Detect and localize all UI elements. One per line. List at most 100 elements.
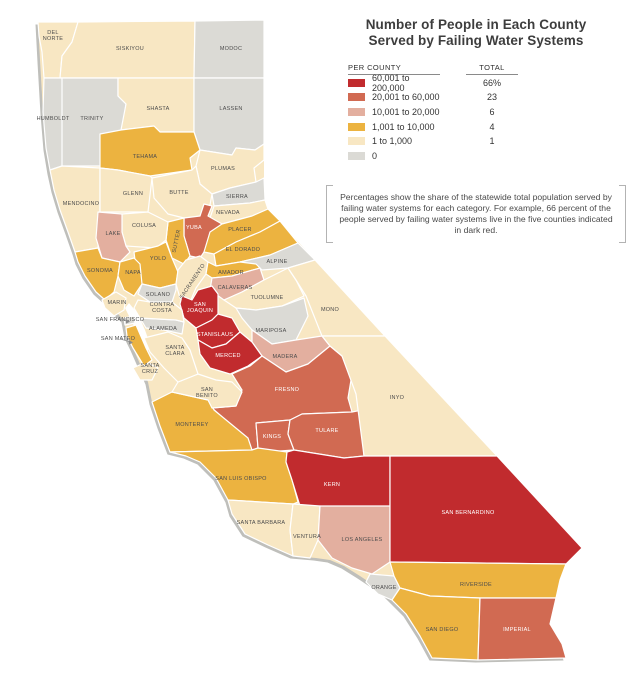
county-label-san-joaquin: SAN JOAQUIN xyxy=(187,302,213,314)
county-label-lake: LAKE xyxy=(105,231,120,237)
county-label-ventura: VENTURA xyxy=(293,534,321,540)
county-label-san-luis-obispo: SAN LUIS OBISPO xyxy=(215,476,267,482)
county-shasta xyxy=(117,77,195,133)
legend-range: 1 to 1,000 xyxy=(372,136,413,147)
note-text: Percentages show the share of the statew… xyxy=(339,192,613,235)
county-santa-clara xyxy=(143,331,199,383)
legend-swatch xyxy=(348,93,365,102)
county-label-amador: AMADOR xyxy=(218,270,244,276)
county-san-bernardino xyxy=(389,455,583,565)
county-label-sierra: SIERRA xyxy=(226,194,248,200)
county-inyo xyxy=(321,335,498,457)
county-label-kings: KINGS xyxy=(263,434,281,440)
label-pointer-arrowhead xyxy=(126,319,130,324)
county-label-madera: MADERA xyxy=(272,354,297,360)
county-label-merced: MERCED xyxy=(215,353,240,359)
county-sonoma xyxy=(74,247,121,301)
county-label-imperial: IMPERIAL xyxy=(503,627,531,633)
county-label-siskiyou: SISKIYOU xyxy=(116,46,144,52)
county-label-trinity: TRINITY xyxy=(80,116,103,122)
county-label-los-angeles: LOS ANGELES xyxy=(342,537,383,543)
county-label-san-francisco: SAN FRANCISCO xyxy=(96,317,145,323)
county-label-santa-barbara: SANTA BARBARA xyxy=(237,520,286,526)
county-label-el-dorado: EL DORADO xyxy=(226,247,261,253)
county-label-alpine: ALPINE xyxy=(266,259,287,265)
county-label-mariposa: MARIPOSA xyxy=(255,328,286,334)
county-label-calaveras: CALAVERAS xyxy=(218,285,253,291)
chart-title: Number of People in Each County Served b… xyxy=(328,17,624,48)
county-label-sonoma: SONOMA xyxy=(87,268,113,274)
chart-title-line2: Served by Failing Water Systems xyxy=(368,32,584,48)
county-label-butte: BUTTE xyxy=(169,190,188,196)
county-label-fresno: FRESNO xyxy=(275,387,300,393)
legend-total: 23 xyxy=(486,92,497,103)
legend-total: 4 xyxy=(489,121,495,132)
county-label-santa-clara: SANTA CLARA xyxy=(165,345,185,357)
county-label-napa: NAPA xyxy=(125,270,141,276)
county-glenn xyxy=(99,167,153,213)
county-label-plumas: PLUMAS xyxy=(211,166,235,172)
county-label-nevada: NEVADA xyxy=(216,210,240,216)
legend-range: 20,001 to 60,000 xyxy=(372,92,440,103)
legend-header-per-county: PER COUNTY xyxy=(348,63,440,75)
legend-range: 60,001 to 200,000 xyxy=(372,72,410,93)
legend-swatch xyxy=(348,78,365,87)
county-san-luis-obispo xyxy=(169,447,299,505)
county-lassen xyxy=(193,77,265,156)
county-label-marin: MARIN xyxy=(108,300,127,306)
note-box: Percentages show the share of the statew… xyxy=(326,185,626,243)
county-tehama xyxy=(99,125,201,177)
legend-row: 0 xyxy=(348,149,528,163)
legend-swatch xyxy=(348,137,365,146)
county-label-yolo: YOLO xyxy=(150,256,167,262)
county-label-san-diego: SAN DIEGO xyxy=(426,627,459,633)
county-label-inyo: INYO xyxy=(390,395,405,401)
county-label-san-bernardino: SAN BERNARDINO xyxy=(441,510,494,516)
legend-total: 1 xyxy=(489,136,495,147)
legend-row: 1 to 1,000 1 xyxy=(348,134,528,148)
county-label-modoc: MODOC xyxy=(220,46,242,52)
legend-range: 0 xyxy=(372,150,378,161)
county-label-tuolumne: TUOLUMNE xyxy=(251,295,284,301)
legend-swatch xyxy=(348,107,365,116)
legend-total: 66% xyxy=(482,77,501,88)
chart-title-line1: Number of People in Each County xyxy=(365,17,587,32)
county-marin xyxy=(101,291,127,317)
county-napa xyxy=(117,257,143,297)
county-imperial xyxy=(477,597,567,661)
county-label-stanislaus: STANISLAUS xyxy=(197,332,233,338)
county-label-orange: ORANGE xyxy=(371,585,396,591)
county-label-tulare: TULARE xyxy=(315,428,338,434)
county-label-solano: SOLANO xyxy=(146,292,171,298)
county-san-diego xyxy=(391,587,481,661)
legend-row: 60,001 to 200,000 66% xyxy=(348,72,528,93)
legend: PER COUNTY TOTAL 60,001 to 200,000 66% 2… xyxy=(348,63,528,163)
legend-swatch xyxy=(348,151,365,160)
county-kern xyxy=(285,449,391,511)
county-label-contra-costa: CONTRA COSTA xyxy=(150,302,175,314)
county-mariposa xyxy=(235,297,309,345)
legend-row: 20,001 to 60,000 23 xyxy=(348,91,528,105)
county-label-shasta: SHASTA xyxy=(146,106,169,112)
legend-row: 10,001 to 20,000 6 xyxy=(348,105,528,119)
county-label-alameda: ALAMEDA xyxy=(149,326,177,332)
legend-swatch xyxy=(348,122,365,131)
county-label-glenn: GLENN xyxy=(123,191,143,197)
county-lake xyxy=(95,211,131,263)
county-label-san-mateo: SAN MATEO xyxy=(101,336,136,342)
county-label-humboldt: HUMBOLDT xyxy=(37,116,70,122)
legend-header-total: TOTAL xyxy=(466,63,518,75)
legend-range: 10,001 to 20,000 xyxy=(372,106,440,117)
legend-range: 1,001 to 10,000 xyxy=(372,121,435,132)
county-label-mendocino: MENDOCINO xyxy=(63,201,100,207)
county-label-colusa: COLUSA xyxy=(132,223,156,229)
county-label-san-benito: SAN BENITO xyxy=(196,387,218,399)
county-label-tehama: TEHAMA xyxy=(133,154,158,160)
county-label-lassen: LASSEN xyxy=(219,106,242,112)
legend-header: PER COUNTY TOTAL xyxy=(348,63,528,75)
county-label-santa-cruz: SANTA CRUZ xyxy=(140,363,159,375)
county-label-del-norte: DEL NORTE xyxy=(43,30,63,42)
county-label-mono: MONO xyxy=(321,307,340,313)
